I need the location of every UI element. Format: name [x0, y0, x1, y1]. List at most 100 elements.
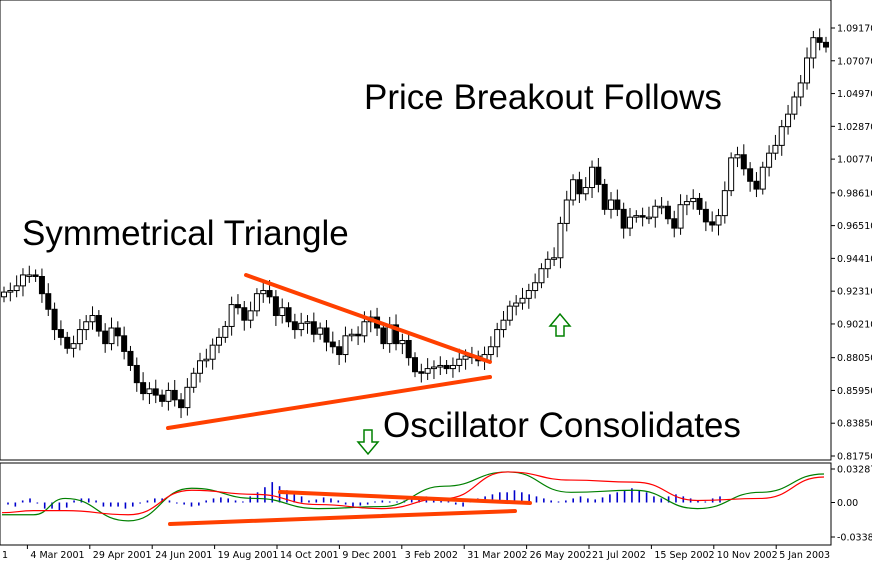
candle: [152, 388, 159, 396]
candle: [57, 329, 64, 338]
candle: [228, 304, 235, 327]
down-arrow-icon: [356, 429, 380, 456]
price-y-tick-label: 1.07070: [837, 56, 872, 67]
x-tick-label: 21 Jul 2002: [592, 550, 646, 561]
candle: [146, 388, 153, 395]
candle: [519, 297, 526, 304]
candle: [399, 339, 406, 345]
triangle-upper-trendline: [244, 273, 492, 364]
oscillator-panel: [0, 462, 832, 546]
candle: [766, 152, 773, 168]
candle: [671, 218, 678, 229]
candlestick-series: [1, 28, 829, 419]
candle: [740, 154, 747, 170]
candle: [209, 344, 216, 360]
candle: [64, 336, 71, 349]
candle: [95, 315, 102, 332]
candle: [589, 166, 596, 189]
candle: [76, 329, 83, 345]
candle: [102, 330, 109, 345]
candle: [823, 41, 829, 48]
x-tick-label: 9 Dec 2001: [342, 550, 397, 561]
candle: [133, 364, 140, 384]
candle: [595, 166, 602, 185]
candle: [430, 366, 437, 370]
candle: [285, 307, 292, 323]
candle: [525, 290, 532, 299]
candle: [551, 257, 558, 260]
candle: [626, 216, 633, 229]
candle: [759, 166, 766, 190]
candle: [380, 327, 387, 345]
candle: [557, 222, 564, 259]
candle: [140, 382, 147, 395]
candle: [355, 333, 362, 337]
symmetrical-triangle-label: Symmetrical Triangle: [22, 214, 349, 253]
candle: [197, 360, 204, 374]
candle: [89, 315, 96, 323]
candle: [260, 290, 267, 295]
candle: [753, 180, 760, 190]
candle: [361, 321, 368, 337]
candle: [785, 113, 792, 128]
candle: [190, 372, 197, 388]
oscillator-y-tick-label: 0.00: [837, 498, 858, 509]
candle: [234, 304, 241, 309]
candle: [734, 154, 741, 159]
candle: [298, 322, 305, 331]
x-axis: 1 4 Mar 2001 29 Apr 2001 24 Jun 2001 19 Aug …: [2, 545, 830, 561]
candle: [26, 274, 33, 277]
x-tick-label: 10 Nov 2002: [717, 550, 778, 561]
candle: [1, 291, 7, 298]
candle: [683, 201, 690, 206]
candle: [70, 343, 77, 349]
candle: [500, 319, 507, 331]
candle: [462, 355, 469, 360]
oscillator-upper-trendline: [278, 490, 532, 505]
oscillator-y-tick-label: 0.032871: [837, 465, 872, 476]
candle: [108, 327, 115, 345]
candle: [443, 364, 450, 370]
candle: [348, 333, 355, 337]
candle: [247, 310, 254, 321]
candle: [608, 199, 615, 210]
candle: [487, 346, 494, 356]
candle: [38, 275, 45, 295]
candle: [329, 341, 336, 348]
candle: [494, 329, 501, 348]
candle: [702, 208, 709, 223]
candle: [804, 57, 811, 84]
candle: [791, 96, 798, 115]
candle: [677, 204, 684, 229]
candle: [633, 215, 640, 218]
candle: [532, 282, 539, 292]
x-tick-label-partial: 1: [2, 550, 8, 561]
candle: [816, 37, 823, 43]
candle: [7, 290, 14, 293]
candle: [393, 324, 400, 345]
candle: [728, 157, 735, 192]
candle: [690, 197, 697, 203]
x-tick-label: 5 Jan 2003: [779, 550, 830, 561]
candle: [127, 350, 134, 366]
candle: [323, 327, 330, 343]
candle: [709, 221, 716, 226]
candle: [272, 296, 279, 317]
candle: [810, 37, 817, 59]
candle: [620, 208, 627, 229]
candle: [159, 394, 166, 402]
candle: [601, 183, 608, 210]
candle: [32, 274, 39, 277]
oscillator-lines: [1, 471, 825, 522]
candle: [449, 364, 456, 370]
candle: [222, 325, 229, 338]
